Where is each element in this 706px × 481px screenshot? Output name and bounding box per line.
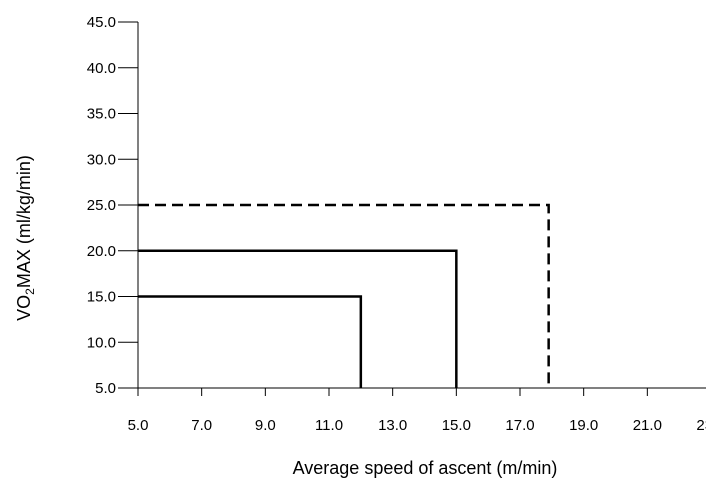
y-tick-label: 5.0 <box>95 380 116 397</box>
y-axis-title-part-2: MAX (ml/kg/min) <box>14 155 34 288</box>
x-tick-label: 11.0 <box>315 417 343 434</box>
y-axis-title-part-1: VO <box>14 295 34 321</box>
y-tick-label: 20.0 <box>87 243 116 260</box>
x-tick-label: 13.0 <box>378 417 407 434</box>
x-tick-label: 9.0 <box>255 417 276 434</box>
series-line-1 <box>138 297 361 389</box>
series-line-2 <box>138 251 456 388</box>
x-tick-label: 15.0 <box>442 417 471 434</box>
y-tick-label: 30.0 <box>87 151 116 168</box>
x-tick-label: 5.0 <box>128 417 149 434</box>
y-tick-label: 15.0 <box>87 289 116 306</box>
x-tick-label: 17.0 <box>505 417 534 434</box>
x-tick-label: 21.0 <box>633 417 662 434</box>
x-tick-label: 23.0 <box>696 417 706 434</box>
y-axis-title: VO2MAX (ml/kg/min) <box>14 155 37 321</box>
y-tick-label: 10.0 <box>87 334 116 351</box>
y-tick-label: 40.0 <box>87 60 116 77</box>
y-tick-label: 45.0 <box>87 14 116 31</box>
series-layer <box>138 205 549 388</box>
x-ticks: 5.0 7.0 9.0 11.0 13.0 15.0 17.0 19.0 21.0 23.0 <box>128 388 706 434</box>
y-ticks: 5.0 10.0 15.0 20.0 25.0 30.0 35.0 40.0 45.0 <box>87 14 138 397</box>
y-tick-label: 25.0 <box>87 197 116 214</box>
x-tick-label: 7.0 <box>191 417 212 434</box>
x-axis-title: Average speed of ascent (m/min) <box>293 458 558 478</box>
y-tick-label: 35.0 <box>87 106 116 123</box>
x-tick-label: 19.0 <box>569 417 598 434</box>
